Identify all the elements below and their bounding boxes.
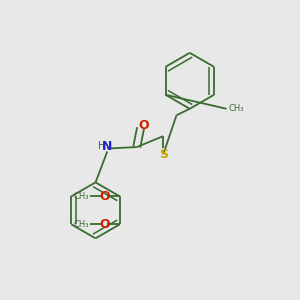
Text: CH₃: CH₃ xyxy=(228,104,244,113)
Text: O: O xyxy=(99,190,110,203)
Text: O: O xyxy=(99,218,110,231)
Text: CH₃: CH₃ xyxy=(74,192,89,201)
Text: N: N xyxy=(102,140,112,153)
Text: H: H xyxy=(98,141,106,151)
Text: CH₃: CH₃ xyxy=(74,220,89,229)
Text: S: S xyxy=(159,148,168,161)
Text: O: O xyxy=(139,119,149,132)
